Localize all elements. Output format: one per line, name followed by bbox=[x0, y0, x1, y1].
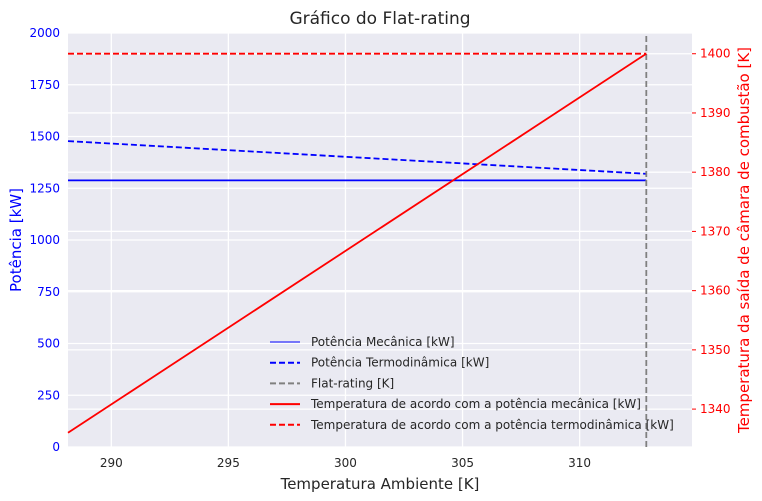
y-right-tick-label: 1350 bbox=[700, 343, 731, 357]
x-axis-label: Temperatura Ambiente [K] bbox=[280, 475, 480, 493]
y-axis-left-label: Potência [kW] bbox=[7, 188, 25, 292]
y-left-tick-label: 1750 bbox=[29, 78, 60, 92]
legend-label-3: Temperatura de acordo com a potência mec… bbox=[310, 397, 641, 411]
y-left-tick-label: 1250 bbox=[29, 181, 60, 195]
legend-label-0: Potência Mecânica [kW] bbox=[311, 335, 455, 349]
legend-label-4: Temperatura de acordo com a potência ter… bbox=[310, 418, 674, 432]
series-lines bbox=[67, 33, 648, 447]
x-tick-label: 290 bbox=[100, 456, 123, 470]
y-right-tick-label: 1400 bbox=[700, 47, 731, 61]
y-left-tick-label: 0 bbox=[52, 440, 60, 454]
y-left-tick-label: 750 bbox=[37, 285, 60, 299]
y-right-tick-label: 1380 bbox=[700, 165, 731, 179]
series-line-1 bbox=[67, 140, 647, 175]
x-tick-label: 295 bbox=[217, 456, 240, 470]
y-left-tick-label: 250 bbox=[37, 388, 60, 402]
tick-labels: 290 295 300 305 310 0 250 500 750 1000 1250 1500 175… bbox=[29, 26, 730, 470]
x-tick-label: 310 bbox=[568, 456, 591, 470]
series-line-3 bbox=[67, 52, 647, 434]
legend: Potência Mecânica [kW] Potência Termodinâ… bbox=[270, 335, 674, 432]
chart-title: Gráfico do Flat-rating bbox=[289, 9, 470, 29]
y-right-tick-label: 1390 bbox=[700, 106, 731, 120]
y-right-tick-label: 1340 bbox=[700, 402, 731, 416]
x-tick-label: 305 bbox=[451, 456, 474, 470]
y-right-tick-label: 1360 bbox=[700, 284, 731, 298]
y-left-tick-label: 1000 bbox=[29, 233, 60, 247]
y-axis-right-label: Temperatura da saída de câmara de combus… bbox=[735, 47, 753, 434]
y-right-tick-label: 1370 bbox=[700, 224, 731, 238]
x-tick-label: 300 bbox=[334, 456, 357, 470]
y-left-tick-label: 2000 bbox=[29, 26, 60, 40]
legend-label-1: Potência Termodinâmica [kW] bbox=[311, 356, 489, 370]
legend-label-2: Flat-rating [K] bbox=[311, 376, 394, 390]
y-left-tick-label: 1500 bbox=[29, 130, 60, 144]
y-left-tick-label: 500 bbox=[37, 337, 60, 351]
